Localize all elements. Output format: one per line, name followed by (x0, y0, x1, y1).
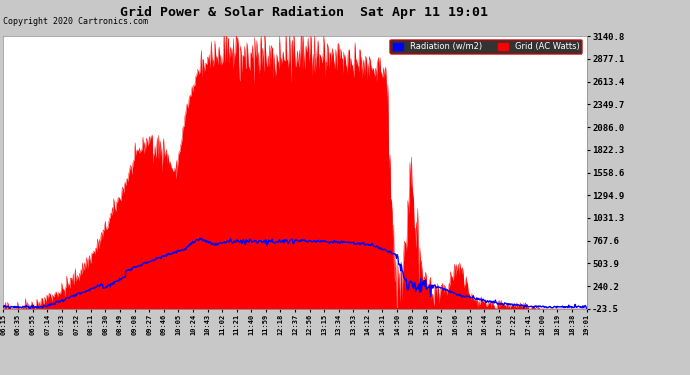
Text: Grid Power & Solar Radiation  Sat Apr 11 19:01: Grid Power & Solar Radiation Sat Apr 11 … (119, 6, 488, 19)
Legend: Radiation (w/m2), Grid (AC Watts): Radiation (w/m2), Grid (AC Watts) (391, 40, 582, 54)
Text: Copyright 2020 Cartronics.com: Copyright 2020 Cartronics.com (3, 17, 148, 26)
